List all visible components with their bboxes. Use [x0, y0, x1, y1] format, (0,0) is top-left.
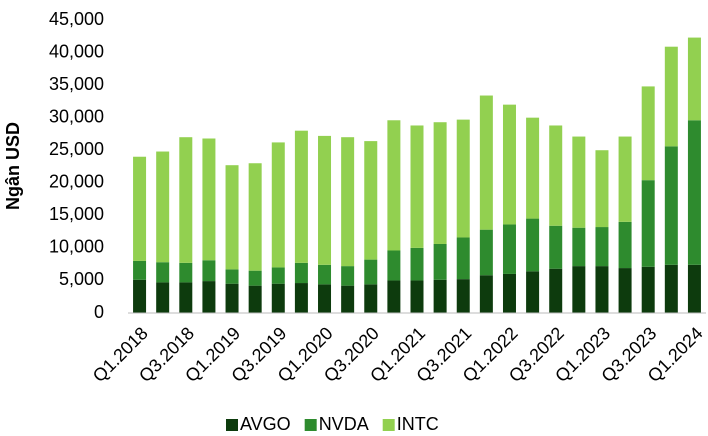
bar-segment — [294, 283, 308, 313]
bar-segment — [526, 117, 540, 219]
bar-segment — [225, 269, 239, 284]
bar-segment — [641, 180, 655, 267]
bar-segment — [318, 264, 332, 285]
legend-label: AVGO — [240, 414, 291, 434]
bar-segment — [248, 285, 262, 313]
bar-segment — [526, 271, 540, 313]
bar-segment — [156, 282, 170, 313]
bar-segment — [271, 142, 285, 268]
bar-segment — [341, 266, 355, 286]
bar-segment — [664, 146, 678, 265]
legend-swatch — [382, 419, 395, 431]
y-axis-label: Ngân USD — [3, 122, 23, 210]
bar-segment — [641, 266, 655, 313]
bar-segment — [341, 285, 355, 313]
y-tick-label: 10,000 — [49, 237, 104, 257]
bar-segment — [526, 218, 540, 272]
bar-segment — [618, 221, 632, 269]
y-tick-label: 20,000 — [49, 172, 104, 192]
bar-segment — [294, 130, 308, 263]
bar-segment — [271, 283, 285, 313]
bar-segment — [502, 224, 516, 274]
bar-segment — [595, 227, 609, 267]
bar-segment — [202, 281, 216, 313]
bar-segment — [202, 138, 216, 261]
bar-segment — [618, 268, 632, 313]
bar-segment — [410, 280, 424, 313]
y-tick-label: 40,000 — [49, 41, 104, 61]
bar-segment — [133, 279, 147, 313]
bar-segment — [572, 266, 586, 313]
bar-segment — [387, 120, 401, 251]
y-tick-label: 5,000 — [59, 269, 104, 289]
y-tick-label: 45,000 — [49, 9, 104, 29]
bar-segment — [133, 260, 147, 280]
bar-segment — [179, 282, 193, 313]
bar-segment — [549, 225, 563, 269]
bar-segment — [318, 135, 332, 265]
bar-segment — [479, 229, 493, 276]
bar-segment — [202, 260, 216, 282]
bar-segment — [549, 268, 563, 313]
y-tick-label: 0 — [94, 302, 104, 322]
bar-segment — [433, 279, 447, 313]
y-tick-label: 25,000 — [49, 139, 104, 159]
bar-segment — [433, 122, 447, 244]
bar-segment — [687, 264, 701, 313]
bar-segment — [618, 136, 632, 222]
bar-segment — [225, 283, 239, 313]
bar-segment — [456, 119, 470, 238]
legend-label: INTC — [397, 414, 439, 434]
bar-segment — [294, 262, 308, 284]
bar-segment — [410, 247, 424, 281]
bar-segment — [179, 262, 193, 283]
bar-segment — [641, 86, 655, 181]
bar-segment — [502, 273, 516, 313]
bar-segment — [549, 125, 563, 226]
bar-segment — [341, 137, 355, 267]
bar-segment — [479, 275, 493, 313]
y-tick-label: 15,000 — [49, 204, 104, 224]
bar-segment — [271, 267, 285, 284]
bar-segment — [687, 120, 701, 265]
bar-segment — [456, 237, 470, 280]
bar-segment — [664, 46, 678, 147]
bar-segment — [364, 259, 378, 285]
bar-segment — [387, 280, 401, 313]
bar-segment — [595, 266, 609, 313]
legend-label: NVDA — [319, 414, 369, 434]
bar-segment — [156, 151, 170, 263]
bar-segment — [664, 264, 678, 313]
bar-segment — [318, 284, 332, 313]
bar-segment — [179, 137, 193, 263]
bar-segment — [248, 270, 262, 286]
y-tick-label: 30,000 — [49, 106, 104, 126]
bar-segment — [387, 250, 401, 281]
bar-segment — [410, 125, 424, 248]
bar-segment — [433, 243, 447, 280]
bar-segment — [502, 104, 516, 225]
bar-segment — [595, 150, 609, 228]
y-tick-label: 35,000 — [49, 74, 104, 94]
bar-segment — [156, 262, 170, 283]
bar-segment — [133, 156, 147, 261]
bar-segment — [687, 37, 701, 121]
bar-segment — [572, 136, 586, 228]
legend-swatch — [304, 419, 317, 431]
bar-segment — [479, 95, 493, 230]
bar-segment — [225, 165, 239, 270]
bar-segment — [364, 284, 378, 313]
bar-segment — [456, 279, 470, 313]
bar-segment — [248, 163, 262, 271]
legend-swatch — [226, 419, 238, 431]
bar-segment — [572, 227, 586, 267]
bar-segment — [364, 141, 378, 260]
